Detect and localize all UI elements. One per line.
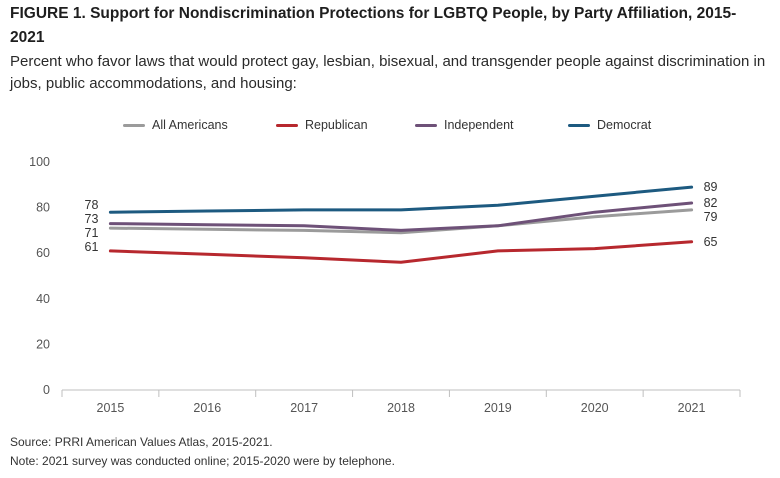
data-label-start-all-americans: 71 [85, 226, 99, 240]
x-tick-label: 2016 [193, 401, 221, 415]
x-tick-label: 2015 [97, 401, 125, 415]
source-text: Source: PRRI American Values Atlas, 2015… [10, 435, 273, 449]
series-line-all-americans [108, 208, 694, 235]
x-tick-label: 2017 [290, 401, 318, 415]
data-label-start-republican: 61 [85, 240, 99, 254]
data-label-end-all-americans: 79 [704, 210, 718, 224]
data-label-start-independent: 73 [85, 212, 99, 226]
y-tick-label: 80 [36, 201, 50, 215]
legend-label-republican: Republican [305, 118, 368, 132]
chart-subtitle: Percent who favor laws that would protec… [10, 53, 766, 92]
legend-label-all-americans: All Americans [152, 118, 228, 132]
legend-swatch-independent [415, 123, 437, 127]
chart-title: FIGURE 1. Support for Nondiscrimination … [10, 5, 737, 46]
chart-legend: All Americans Republican Independent Dem… [0, 118, 780, 138]
legend-item-republican: Republican [276, 118, 368, 132]
series-line-democrat [108, 185, 694, 214]
legend-item-democrat: Democrat [568, 118, 651, 132]
x-tick-label: 2021 [678, 401, 706, 415]
data-label-end-democrat: 89 [704, 180, 718, 194]
legend-swatch-republican [276, 123, 298, 127]
y-tick-label: 40 [36, 292, 50, 306]
line-chart: 2015 2016 2017 2018 2019 2020 2021 0 20 40 60 80 100… [29, 155, 741, 415]
legend-swatch-democrat [568, 123, 590, 127]
data-label-end-independent: 82 [704, 196, 718, 210]
series-line-republican [108, 240, 694, 264]
legend-label-democrat: Democrat [597, 118, 652, 132]
data-label-start-democrat: 78 [85, 198, 99, 212]
legend-swatch-all-americans [123, 123, 145, 127]
legend-label-independent: Independent [444, 118, 514, 132]
legend-item-all-americans: All Americans [123, 118, 228, 132]
y-tick-label: 0 [43, 383, 50, 397]
y-tick-label: 100 [29, 155, 50, 169]
x-tick-label: 2020 [581, 401, 609, 415]
y-tick-label: 60 [36, 246, 50, 260]
series-line-independent [108, 201, 694, 232]
note-text: Note: 2021 survey was conducted online; … [10, 454, 395, 468]
y-tick-label: 20 [36, 337, 50, 351]
data-label-end-republican: 65 [704, 235, 718, 249]
chart-source-notes: Source: PRRI American Values Atlas, 2015… [10, 433, 770, 471]
x-tick-label: 2019 [484, 401, 512, 415]
legend-item-independent: Independent [415, 118, 514, 132]
x-tick-label: 2018 [387, 401, 415, 415]
